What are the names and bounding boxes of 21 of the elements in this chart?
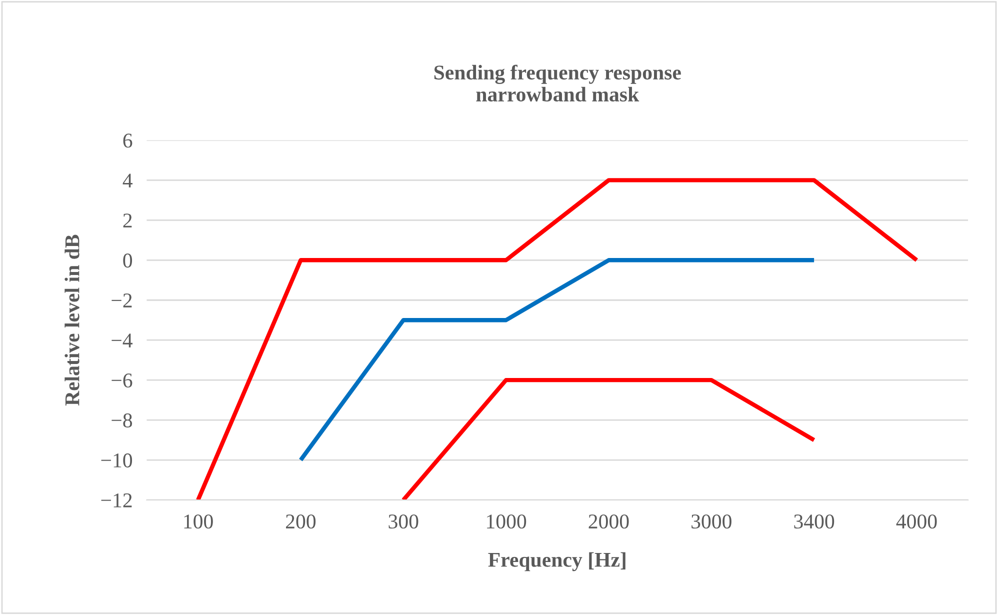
y-axis-title: Relative level in dB xyxy=(64,234,80,406)
y-tick-label: −10 xyxy=(101,453,132,468)
y-tick-label: 6 xyxy=(123,134,132,148)
y-tick-label: 0 xyxy=(123,254,132,268)
y-tick-label: −2 xyxy=(112,294,132,308)
x-tick-label: 100 xyxy=(184,514,213,529)
x-tick-label: 3000 xyxy=(692,514,732,529)
y-tick-label: −6 xyxy=(112,374,132,388)
y-tick-label: −12 xyxy=(101,493,132,508)
y-tick-label: 4 xyxy=(122,174,132,188)
x-tick-label: 4000 xyxy=(896,514,937,529)
y-tick-label: −8 xyxy=(112,413,132,428)
y-tick-label: 2 xyxy=(123,214,132,228)
y-tick-label: −4 xyxy=(112,334,132,348)
x-tick-label: 300 xyxy=(388,514,418,529)
x-axis-title: Frequency [Hz] xyxy=(488,552,626,572)
x-tick-label: 200 xyxy=(286,514,316,529)
chart-title: Sending frequency response narrowband mask xyxy=(434,64,681,102)
x-tick-label: 1000 xyxy=(487,514,526,529)
x-tick-label: 2000 xyxy=(588,514,629,529)
x-tick-label: 3400 xyxy=(794,514,834,529)
